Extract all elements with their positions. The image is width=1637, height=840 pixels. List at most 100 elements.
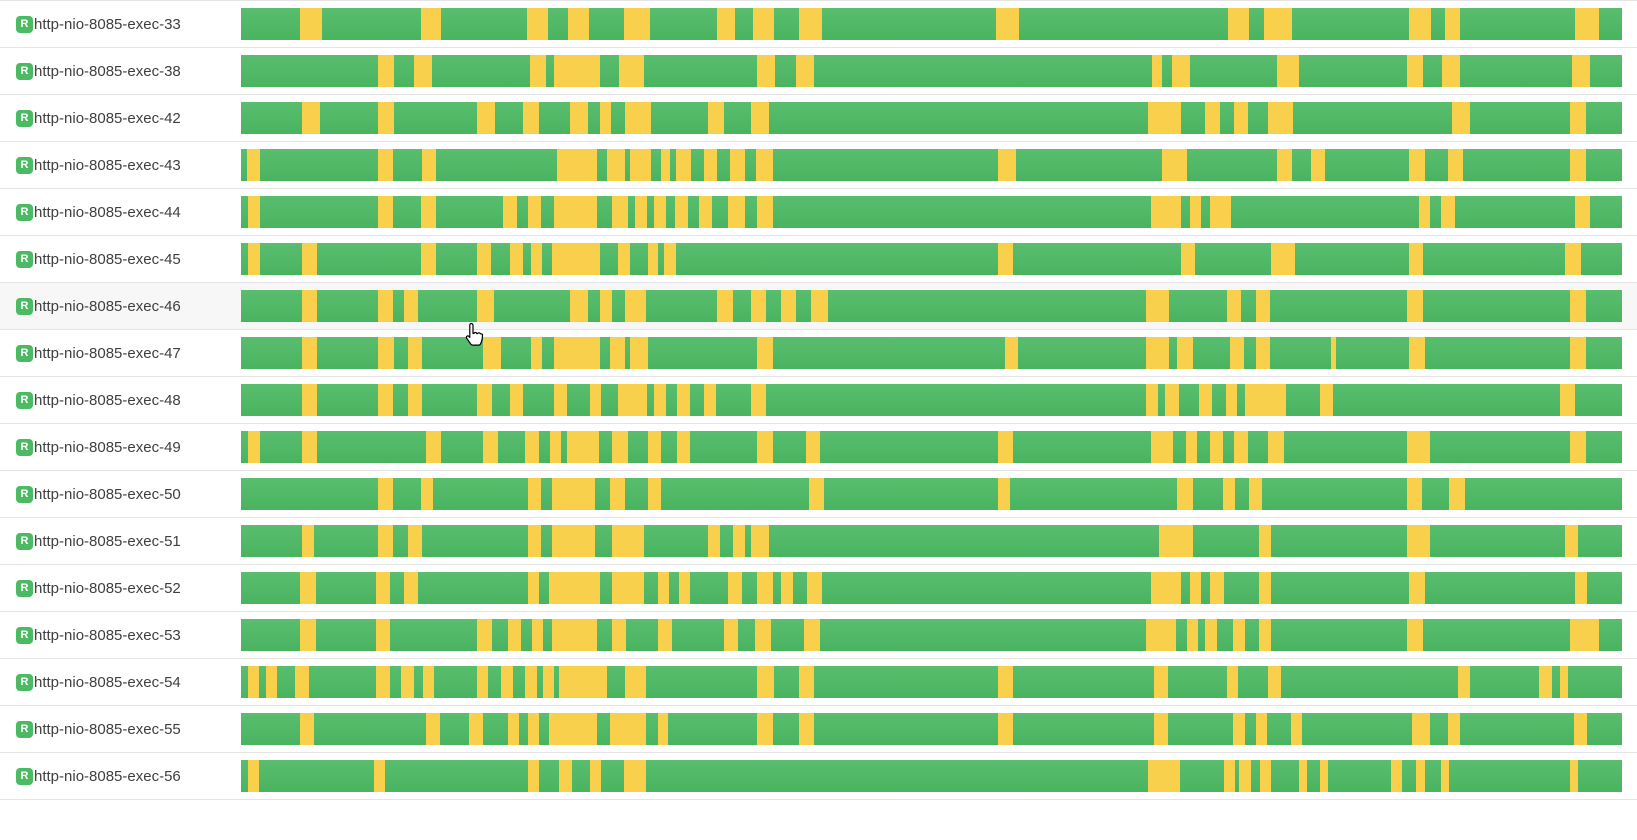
- waiting-segment[interactable]: [1276, 149, 1292, 181]
- waiting-segment[interactable]: [420, 196, 436, 228]
- waiting-segment[interactable]: [648, 243, 659, 275]
- waiting-segment[interactable]: [1573, 713, 1588, 745]
- waiting-segment[interactable]: [676, 149, 692, 181]
- waiting-segment[interactable]: [1145, 337, 1170, 369]
- waiting-segment[interactable]: [1441, 196, 1455, 228]
- waiting-segment[interactable]: [551, 525, 595, 557]
- waiting-segment[interactable]: [531, 337, 543, 369]
- waiting-segment[interactable]: [1539, 666, 1552, 698]
- waiting-segment[interactable]: [526, 8, 548, 40]
- thread-timeline-track[interactable]: [241, 431, 1622, 463]
- waiting-segment[interactable]: [717, 290, 733, 322]
- waiting-segment[interactable]: [630, 337, 649, 369]
- waiting-segment[interactable]: [554, 196, 598, 228]
- waiting-segment[interactable]: [247, 431, 261, 463]
- waiting-segment[interactable]: [757, 572, 773, 604]
- waiting-segment[interactable]: [1145, 384, 1158, 416]
- waiting-segment[interactable]: [757, 337, 773, 369]
- waiting-segment[interactable]: [674, 196, 689, 228]
- waiting-segment[interactable]: [426, 431, 442, 463]
- waiting-segment[interactable]: [808, 478, 824, 510]
- thread-timeline-track[interactable]: [241, 55, 1622, 87]
- waiting-segment[interactable]: [1572, 55, 1591, 87]
- waiting-segment[interactable]: [300, 713, 315, 745]
- waiting-segment[interactable]: [401, 666, 414, 698]
- waiting-segment[interactable]: [1319, 384, 1334, 416]
- waiting-segment[interactable]: [408, 525, 422, 557]
- waiting-segment[interactable]: [1445, 8, 1461, 40]
- waiting-segment[interactable]: [423, 666, 435, 698]
- waiting-segment[interactable]: [265, 666, 277, 698]
- waiting-segment[interactable]: [1271, 243, 1295, 275]
- waiting-segment[interactable]: [623, 760, 646, 792]
- waiting-segment[interactable]: [648, 478, 661, 510]
- waiting-segment[interactable]: [612, 196, 628, 228]
- waiting-segment[interactable]: [606, 149, 625, 181]
- waiting-segment[interactable]: [1227, 666, 1239, 698]
- waiting-segment[interactable]: [507, 619, 522, 651]
- waiting-segment[interactable]: [558, 666, 607, 698]
- waiting-segment[interactable]: [1409, 243, 1424, 275]
- waiting-segment[interactable]: [1244, 384, 1287, 416]
- waiting-segment[interactable]: [408, 337, 422, 369]
- waiting-segment[interactable]: [728, 196, 746, 228]
- waiting-segment[interactable]: [1565, 243, 1581, 275]
- waiting-segment[interactable]: [1391, 760, 1403, 792]
- waiting-segment[interactable]: [1151, 572, 1182, 604]
- waiting-segment[interactable]: [997, 713, 1013, 745]
- waiting-segment[interactable]: [1406, 431, 1431, 463]
- waiting-segment[interactable]: [558, 760, 573, 792]
- waiting-segment[interactable]: [522, 102, 540, 134]
- waiting-segment[interactable]: [554, 55, 601, 87]
- waiting-segment[interactable]: [247, 196, 261, 228]
- waiting-segment[interactable]: [482, 337, 501, 369]
- waiting-segment[interactable]: [1569, 619, 1599, 651]
- waiting-segment[interactable]: [1442, 55, 1461, 87]
- thread-timeline-track[interactable]: [241, 8, 1622, 40]
- waiting-segment[interactable]: [373, 760, 385, 792]
- waiting-segment[interactable]: [1186, 619, 1199, 651]
- waiting-segment[interactable]: [750, 102, 769, 134]
- waiting-segment[interactable]: [1004, 337, 1019, 369]
- waiting-segment[interactable]: [804, 619, 820, 651]
- waiting-segment[interactable]: [609, 713, 646, 745]
- waiting-segment[interactable]: [1177, 337, 1193, 369]
- waiting-segment[interactable]: [600, 102, 612, 134]
- waiting-segment[interactable]: [1457, 666, 1471, 698]
- waiting-segment[interactable]: [724, 619, 739, 651]
- waiting-segment[interactable]: [707, 102, 725, 134]
- waiting-segment[interactable]: [1449, 478, 1465, 510]
- waiting-segment[interactable]: [529, 55, 547, 87]
- thread-timeline-track[interactable]: [241, 102, 1622, 134]
- waiting-segment[interactable]: [477, 619, 493, 651]
- waiting-segment[interactable]: [1575, 196, 1591, 228]
- waiting-segment[interactable]: [1416, 760, 1425, 792]
- waiting-segment[interactable]: [678, 572, 690, 604]
- waiting-segment[interactable]: [301, 384, 317, 416]
- waiting-segment[interactable]: [377, 384, 393, 416]
- waiting-segment[interactable]: [377, 525, 393, 557]
- waiting-segment[interactable]: [600, 290, 613, 322]
- waiting-segment[interactable]: [1210, 572, 1225, 604]
- waiting-segment[interactable]: [1447, 149, 1464, 181]
- waiting-segment[interactable]: [1268, 102, 1294, 134]
- waiting-segment[interactable]: [301, 431, 317, 463]
- waiting-segment[interactable]: [699, 196, 712, 228]
- waiting-segment[interactable]: [1181, 243, 1196, 275]
- waiting-segment[interactable]: [648, 431, 661, 463]
- waiting-segment[interactable]: [301, 290, 317, 322]
- waiting-segment[interactable]: [798, 666, 815, 698]
- thread-timeline-track[interactable]: [241, 478, 1622, 510]
- waiting-segment[interactable]: [1319, 760, 1328, 792]
- waiting-segment[interactable]: [294, 666, 309, 698]
- thread-timeline-track[interactable]: [241, 290, 1622, 322]
- waiting-segment[interactable]: [623, 8, 650, 40]
- waiting-segment[interactable]: [1152, 55, 1163, 87]
- waiting-segment[interactable]: [609, 478, 625, 510]
- waiting-segment[interactable]: [510, 243, 523, 275]
- waiting-segment[interactable]: [1298, 760, 1308, 792]
- waiting-segment[interactable]: [796, 55, 815, 87]
